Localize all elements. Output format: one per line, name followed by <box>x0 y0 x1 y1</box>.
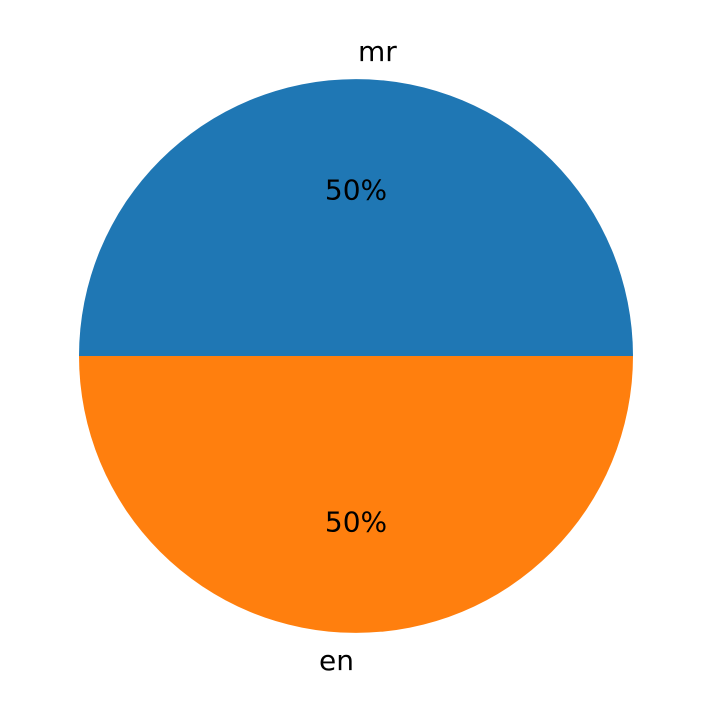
pie-slice-mr <box>79 79 633 356</box>
percent-label-en: 50% <box>325 506 387 539</box>
pie-labels: mr 50% en 50% <box>319 35 397 677</box>
pie-slices <box>79 79 633 633</box>
pie-slice-en <box>79 356 633 633</box>
percent-label-mr: 50% <box>325 173 387 206</box>
category-label-mr: mr <box>358 35 397 68</box>
category-label-en: en <box>319 644 354 677</box>
